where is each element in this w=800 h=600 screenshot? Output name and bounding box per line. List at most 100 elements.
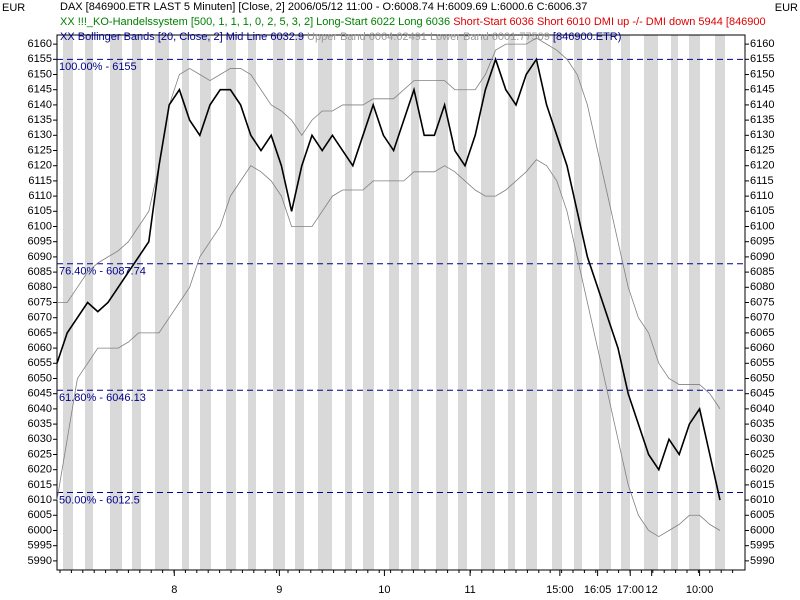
level-label: 76.40% - 6087.74 xyxy=(59,266,146,278)
header-part: Short-Start 6036 Short 6010 DMI up -/- D… xyxy=(453,16,765,28)
y-tick-label-right: 6145 xyxy=(750,84,774,96)
stripe xyxy=(63,35,73,570)
x-tick-label: 17:00 xyxy=(616,584,644,596)
level-label: 100.00% - 6155 xyxy=(59,61,137,73)
y-tick-label: 6040 xyxy=(28,403,52,415)
stripe xyxy=(248,35,256,570)
y-tick-label: 6145 xyxy=(28,84,52,96)
y-tick-label-right: 6065 xyxy=(750,327,774,339)
y-tick-label-right: 6050 xyxy=(750,372,774,384)
y-tick-label-right: 6000 xyxy=(750,524,774,536)
header-part: [846900.ETR) xyxy=(553,31,621,43)
y-tick-label: 6075 xyxy=(28,296,52,308)
stripe xyxy=(599,35,611,570)
y-tick-label-right: 6015 xyxy=(750,479,774,491)
y-tick-label: 6125 xyxy=(28,144,52,156)
stripe xyxy=(621,35,630,570)
stripe xyxy=(318,35,332,570)
y-tick-label-right: 6135 xyxy=(750,114,774,126)
header-part: Upper Band 6064.02491 Lower Band 6001.77… xyxy=(307,31,550,43)
level-label: 61.80% - 6046.13 xyxy=(59,392,146,404)
y-tick-label: 6120 xyxy=(28,160,52,172)
x-tick-label: 15:00 xyxy=(546,584,574,596)
y-tick-label: 6090 xyxy=(28,251,52,263)
x-tick-label: 11 xyxy=(464,584,475,596)
unit-right: EUR xyxy=(775,2,798,14)
stripe xyxy=(182,35,189,570)
y-tick-label-right: 6100 xyxy=(750,220,774,232)
stripe xyxy=(644,35,658,570)
y-tick-label: 6010 xyxy=(28,494,52,506)
y-tick-label: 6050 xyxy=(28,372,52,384)
y-tick-label-right: 6075 xyxy=(750,296,774,308)
header-line: XX !!!_KO-Handelssystem [500, 1, 1, 1, 0… xyxy=(60,16,766,28)
y-tick-label: 6150 xyxy=(28,68,52,80)
stripe xyxy=(110,35,122,570)
stripe xyxy=(295,35,304,570)
y-tick-label: 6155 xyxy=(28,53,52,65)
header-part: XX Bollinger Bands [20, Close, 2] Mid Li… xyxy=(60,31,304,43)
y-tick-label: 6095 xyxy=(28,236,52,248)
y-tick-label-right: 6010 xyxy=(750,494,774,506)
y-tick-label-right: 6005 xyxy=(750,509,774,521)
y-tick-label-right: 6025 xyxy=(750,448,774,460)
y-tick-label: 6060 xyxy=(28,342,52,354)
band-line xyxy=(56,159,721,538)
y-tick-label-right: 6125 xyxy=(750,144,774,156)
y-tick-label-right: 6140 xyxy=(750,99,774,111)
y-tick-label: 6030 xyxy=(28,433,52,445)
y-tick-label-right: 6055 xyxy=(750,357,774,369)
stripe xyxy=(132,35,141,570)
stripe xyxy=(526,35,537,570)
y-tick-label: 6160 xyxy=(28,38,52,50)
y-tick-label-right: 6105 xyxy=(750,205,774,217)
y-tick-label: 6115 xyxy=(28,175,52,187)
stripe xyxy=(345,35,352,570)
y-tick-label-right: 6045 xyxy=(750,388,774,400)
y-tick-label: 6105 xyxy=(28,205,52,217)
y-tick-label-right: 6020 xyxy=(750,464,774,476)
y-tick-label: 6080 xyxy=(28,281,52,293)
y-tick-label: 6035 xyxy=(28,418,52,430)
price-line xyxy=(56,56,721,501)
stripe xyxy=(508,35,515,570)
y-tick-label-right: 6095 xyxy=(750,236,774,248)
x-tick-label: 9 xyxy=(276,584,282,596)
stripe xyxy=(715,35,725,570)
y-tick-label: 5990 xyxy=(28,555,52,567)
x-tick-label: 12 xyxy=(646,584,658,596)
y-tick-label-right: 6155 xyxy=(750,53,774,65)
y-tick-label-right: 6040 xyxy=(750,403,774,415)
stripe xyxy=(363,35,374,570)
stripe xyxy=(481,35,495,570)
stripe xyxy=(85,35,93,570)
stripe xyxy=(273,35,285,570)
y-tick-label-right: 6060 xyxy=(750,342,774,354)
stripe xyxy=(689,35,700,570)
y-tick-label: 6005 xyxy=(28,509,52,521)
y-tick-label: 6140 xyxy=(28,99,52,111)
y-tick-label-right: 6130 xyxy=(750,129,774,141)
header-line: DAX [846900.ETR LAST 5 Minuten] [Close, … xyxy=(60,1,587,13)
y-tick-label: 6085 xyxy=(28,266,52,278)
stripe xyxy=(552,35,562,570)
y-tick-label: 6015 xyxy=(28,479,52,491)
y-tick-label-right: 6070 xyxy=(750,312,774,324)
x-tick-label: 16:05 xyxy=(584,584,612,596)
session-stripes xyxy=(63,35,725,570)
y-tick-label-right: 6120 xyxy=(750,160,774,172)
y-tick-label: 6065 xyxy=(28,327,52,339)
header-part: XX !!!_KO-Handelssystem [500, 1, 1, 1, 0… xyxy=(60,16,450,28)
y-tick-label: 6020 xyxy=(28,464,52,476)
stripe xyxy=(671,35,678,570)
header-line: XX Bollinger Bands [20, Close, 2] Mid Li… xyxy=(60,31,621,43)
y-tick-label: 5995 xyxy=(28,540,52,552)
y-tick-label-right: 6030 xyxy=(750,433,774,445)
y-tick-label: 6000 xyxy=(28,524,52,536)
y-tick-label: 6070 xyxy=(28,312,52,324)
stripe xyxy=(226,35,236,570)
y-tick-label-right: 6110 xyxy=(750,190,774,202)
stripe xyxy=(200,35,211,570)
